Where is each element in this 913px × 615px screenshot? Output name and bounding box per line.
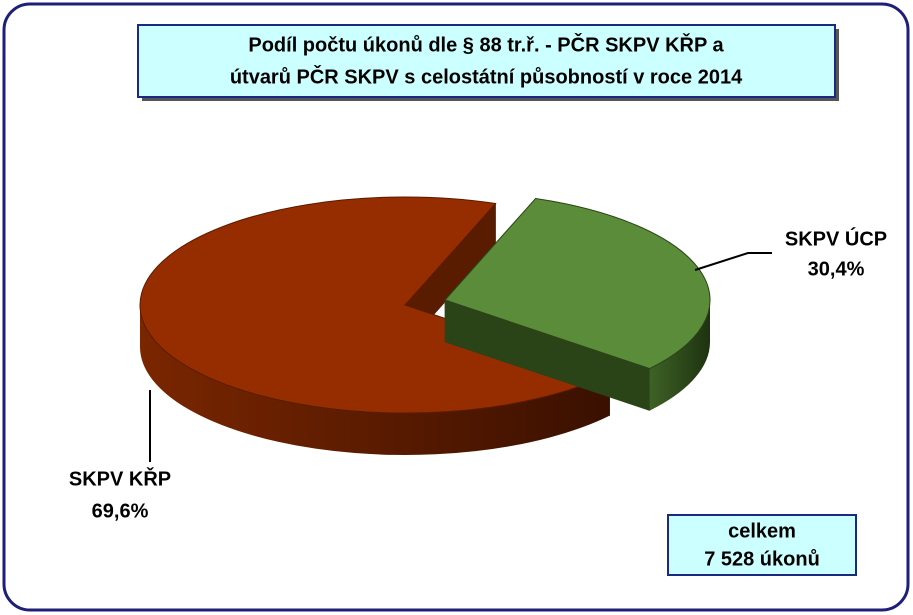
title-box: [137, 24, 836, 98]
annotation: celkem: [728, 520, 796, 542]
chart-title: útvarů PČR SKPV s celostátní působností …: [230, 64, 743, 88]
annotation-box: [667, 514, 857, 576]
slice: [139, 196, 612, 414]
slice-side: [139, 305, 610, 456]
chart-title: Podíl počtu úkonů dle § 88 tr.ř. - PČR S…: [248, 32, 724, 56]
slice-side: [649, 300, 710, 411]
slice: [444, 197, 711, 370]
pie: [139, 196, 711, 456]
value-label: 30,4%: [808, 258, 865, 280]
slice-label: SKPV KŘP: [69, 466, 171, 490]
leader-line: [694, 252, 772, 271]
value-label: 69,6%: [92, 500, 149, 522]
slice-label: SKPV ÚCP: [785, 226, 887, 250]
annotation: 7 528 úkonů: [704, 548, 820, 570]
